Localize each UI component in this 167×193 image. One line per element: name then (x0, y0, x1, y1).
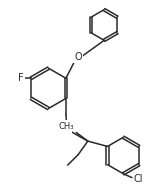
Text: Cl: Cl (134, 174, 143, 184)
Text: F: F (18, 73, 23, 83)
Text: O: O (74, 52, 82, 62)
Text: O: O (63, 122, 70, 132)
Text: CH₃: CH₃ (59, 122, 74, 131)
